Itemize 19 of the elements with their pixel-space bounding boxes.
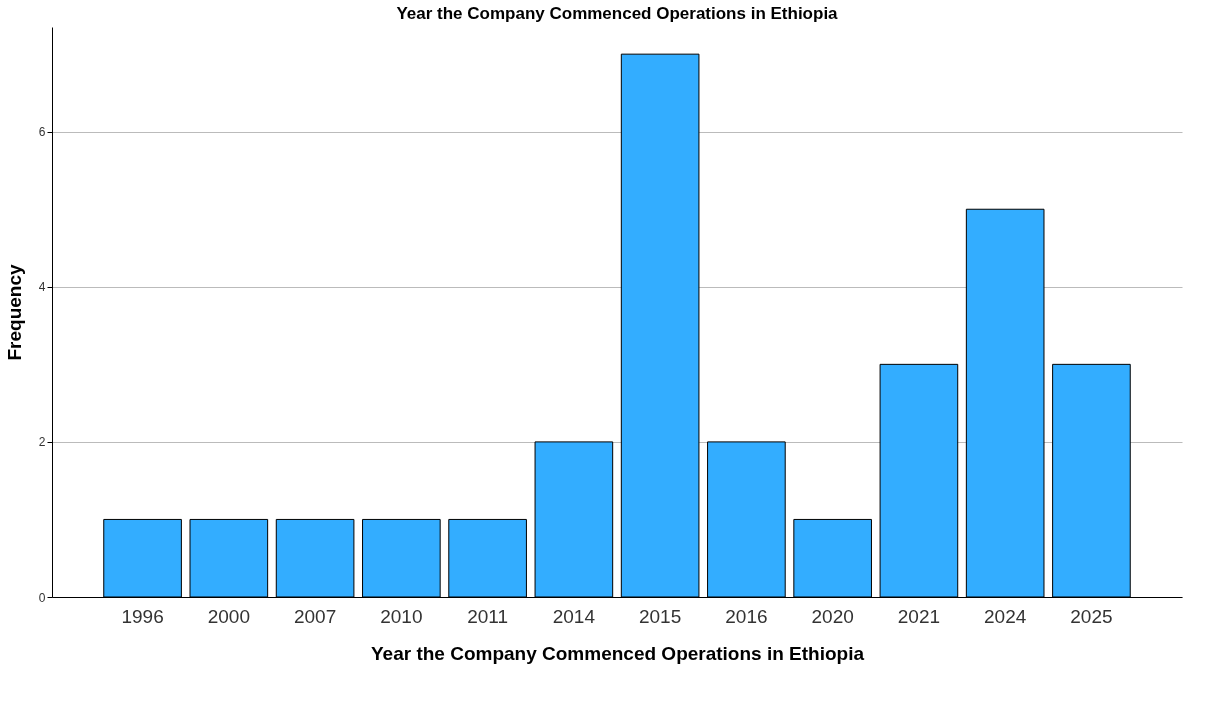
x-tick-label: 2015 bbox=[638, 605, 682, 627]
x-tick-label: 2024 bbox=[984, 605, 1027, 627]
x-tick-label: 2010 bbox=[380, 605, 423, 627]
y-tick-label: 6 bbox=[38, 125, 46, 140]
x-tick-label: 2025 bbox=[1070, 605, 1113, 627]
x-tick-label: 2000 bbox=[207, 605, 250, 627]
x-tick-label: 2021 bbox=[897, 605, 941, 627]
y-tick-label: 0 bbox=[38, 590, 46, 605]
x-tick-label: 1996 bbox=[121, 605, 164, 627]
x-tick-label: 2020 bbox=[811, 605, 854, 627]
y-axis-title: Frequency bbox=[3, 264, 25, 361]
y-tick-label: 4 bbox=[38, 280, 46, 295]
y-tick-label: 2 bbox=[38, 435, 46, 450]
x-tick-label: 2007 bbox=[293, 605, 337, 627]
x-tick-label: 2014 bbox=[552, 605, 596, 627]
x-tick-label: 2011 bbox=[467, 605, 509, 627]
x-tick-label: 2016 bbox=[725, 605, 768, 627]
chart-title: Year the Company Commenced Operations in Ethiopia bbox=[396, 4, 839, 23]
x-axis-title: Year the Company Commenced Operations in Ethiopia bbox=[370, 642, 865, 664]
